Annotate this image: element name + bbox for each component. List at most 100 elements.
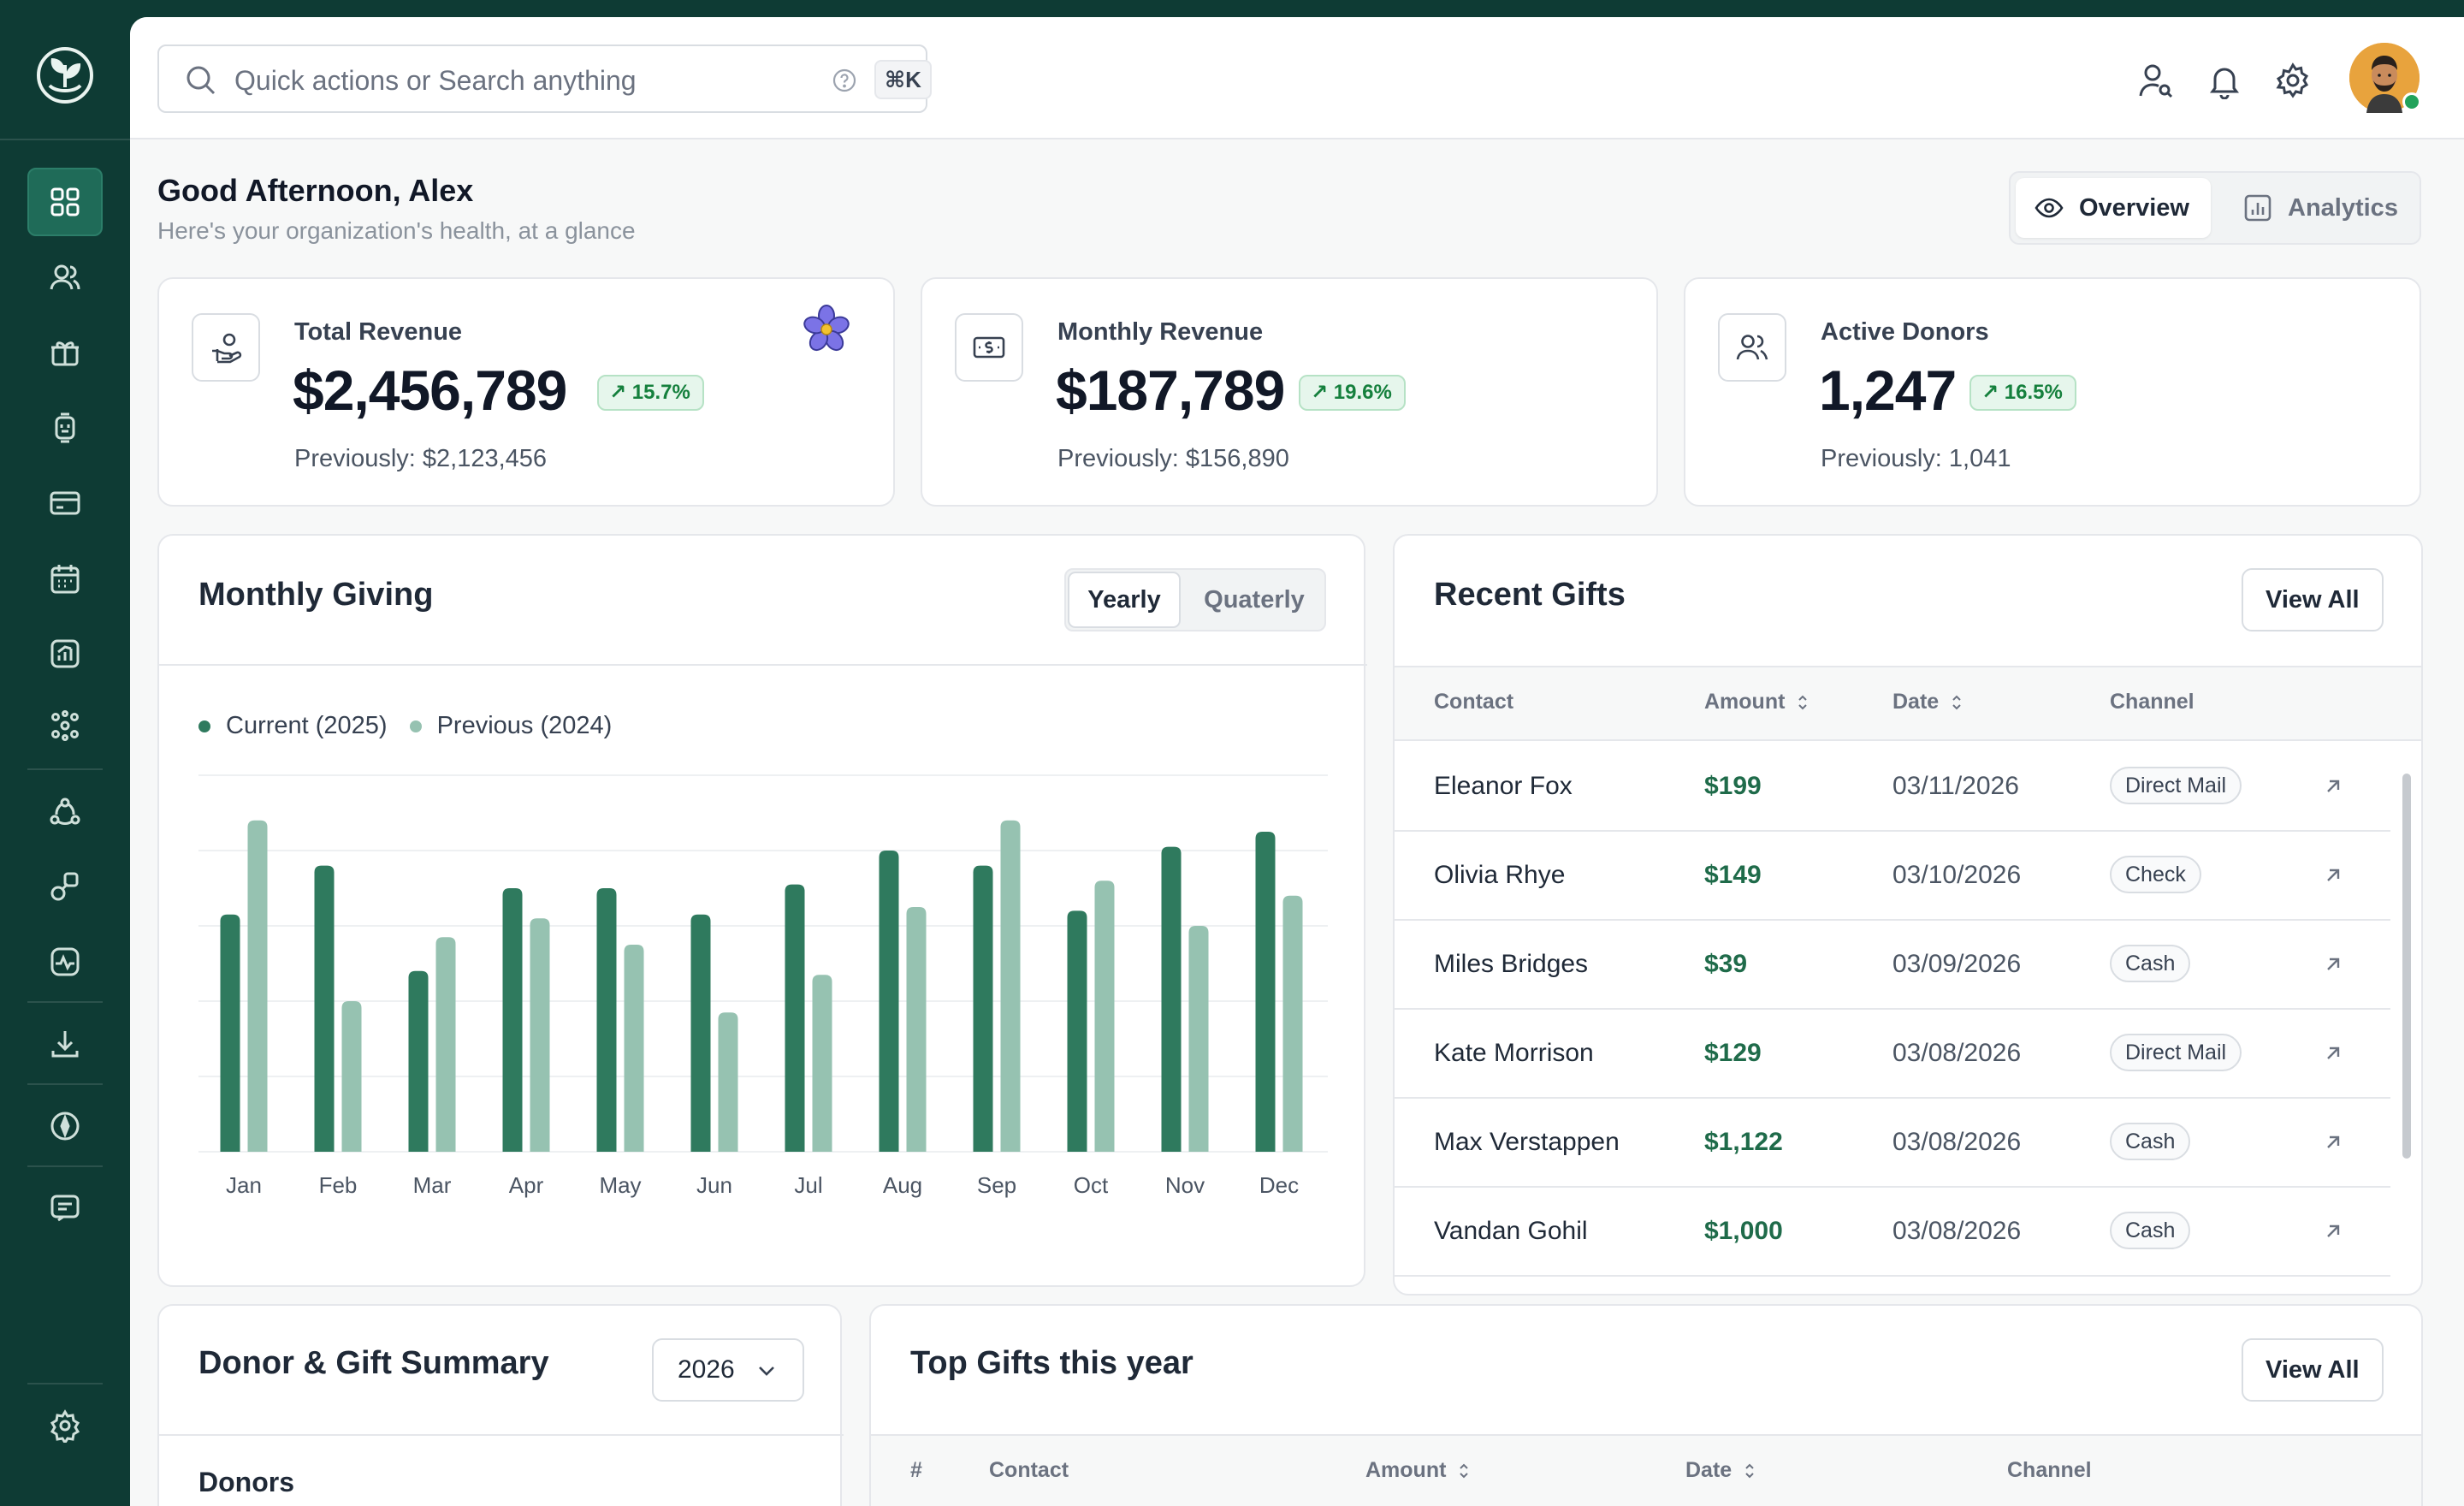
column-header-label: Amount	[1365, 1458, 1447, 1482]
calendar-icon[interactable]	[27, 544, 103, 613]
logo-icon[interactable]	[34, 44, 96, 106]
kpi-previous: Previously: $156,890	[1057, 445, 1289, 472]
open-external-icon[interactable]	[2320, 863, 2346, 888]
table-row[interactable]: Max Verstappen $1,122 03/08/2026 Cash	[1395, 1099, 2390, 1188]
gift-contact[interactable]: Kate Morrison	[1434, 1039, 1594, 1067]
help-icon[interactable]	[832, 68, 857, 93]
bar-previous-jun[interactable]	[718, 1012, 738, 1152]
user-search-icon[interactable]	[2137, 62, 2175, 99]
bar-current-dec[interactable]	[1255, 832, 1276, 1152]
bar-current-feb[interactable]	[314, 865, 335, 1152]
bar-current-mar[interactable]	[408, 970, 429, 1152]
column-header-label: Amount	[1704, 690, 1786, 714]
notification-bell-icon[interactable]	[2206, 62, 2243, 99]
gift-amount: $149	[1704, 861, 1762, 889]
table-row[interactable]: Kate Morrison $129 03/08/2026 Direct Mail	[1395, 1010, 2390, 1099]
column-header-contact[interactable]: Contact	[989, 1458, 1069, 1482]
bar-previous-mar[interactable]	[435, 937, 456, 1152]
view-all-button[interactable]: View All	[2242, 1338, 2384, 1402]
sidebar-divider	[27, 768, 103, 770]
community-icon[interactable]	[27, 777, 103, 845]
network-icon[interactable]	[27, 691, 103, 760]
avatar[interactable]	[2349, 43, 2421, 113]
bar-current-oct[interactable]	[1067, 910, 1087, 1152]
bar-previous-may[interactable]	[624, 945, 644, 1152]
kpi-label: Total Revenue	[294, 318, 463, 346]
search-input[interactable]: Quick actions or Search anything ⌘K	[157, 44, 932, 113]
bar-current-may[interactable]	[596, 888, 617, 1152]
column-header-label: Date	[1892, 690, 1940, 714]
open-external-icon[interactable]	[2320, 774, 2346, 799]
activity-icon[interactable]	[27, 928, 103, 996]
contacts-icon[interactable]	[27, 243, 103, 311]
campaign-icon[interactable]	[27, 394, 103, 462]
bar-previous-aug[interactable]	[906, 907, 927, 1152]
sort-icon	[1952, 695, 1961, 709]
column-header-amount[interactable]: Amount	[1704, 690, 1812, 714]
settings-icon[interactable]	[27, 1391, 103, 1460]
open-external-icon[interactable]	[2320, 1041, 2346, 1066]
bar-current-apr[interactable]	[502, 888, 523, 1152]
column-header-channel[interactable]: Channel	[2007, 1458, 2092, 1482]
toggle-quarterly[interactable]: Quaterly	[1204, 586, 1305, 614]
bar-previous-apr[interactable]	[530, 918, 550, 1152]
reports-icon[interactable]	[27, 620, 103, 688]
view-all-button[interactable]: View All	[2242, 568, 2384, 631]
bar-previous-jan[interactable]	[247, 820, 268, 1152]
bar-current-aug[interactable]	[879, 851, 899, 1152]
integrations-icon[interactable]	[27, 852, 103, 921]
gift-contact[interactable]: Miles Bridges	[1434, 950, 1589, 978]
gift-contact[interactable]: Olivia Rhye	[1434, 861, 1566, 889]
toggle-yearly[interactable]: Yearly	[1068, 572, 1181, 628]
card-icon[interactable]	[27, 469, 103, 537]
donation-hand-icon	[192, 313, 260, 382]
chart-legend: Current (2025) Previous (2024)	[198, 712, 634, 740]
column-header-date[interactable]: Date	[1892, 690, 1966, 714]
gift-contact[interactable]: Max Verstappen	[1434, 1128, 1620, 1156]
messages-icon[interactable]	[27, 1174, 103, 1242]
year-select[interactable]: 2026	[652, 1338, 804, 1402]
table-row[interactable]: Vandan Gohil $1,000 03/08/2026 Cash	[1395, 1188, 2390, 1277]
sort-icon	[1745, 1463, 1754, 1478]
table-row[interactable]: Olivia Rhye $149 03/10/2026 Check	[1395, 832, 2390, 921]
gift-amount: $1,122	[1704, 1128, 1783, 1156]
tab-analytics[interactable]: Analytics	[2224, 178, 2413, 238]
column-header-contact[interactable]: Contact	[1434, 690, 1514, 714]
dashboard-icon[interactable]	[27, 168, 103, 236]
x-tick-label: Mar	[413, 1172, 452, 1198]
bar-previous-dec[interactable]	[1282, 895, 1303, 1152]
open-external-icon[interactable]	[2320, 1218, 2346, 1244]
bar-previous-oct[interactable]	[1094, 880, 1115, 1152]
bar-current-jun[interactable]	[690, 914, 711, 1152]
kpi-change-badge: ↗ 15.7%	[597, 375, 704, 411]
compass-icon[interactable]	[27, 1092, 103, 1160]
table-row[interactable]: Eleanor Fox $199 03/11/2026 Direct Mail	[1395, 743, 2390, 832]
analytics-chart-icon	[2244, 194, 2272, 222]
channel-badge: Check	[2110, 856, 2201, 893]
table-row[interactable]: Miles Bridges $39 03/09/2026 Cash	[1395, 921, 2390, 1010]
gift-icon[interactable]	[27, 318, 103, 387]
column-header-channel[interactable]: Channel	[2110, 690, 2194, 714]
bar-current-jan[interactable]	[220, 914, 240, 1152]
bar-current-jul[interactable]	[785, 884, 805, 1152]
column-header-amount[interactable]: Amount	[1365, 1458, 1473, 1483]
open-external-icon[interactable]	[2320, 952, 2346, 977]
open-external-icon[interactable]	[2320, 1130, 2346, 1155]
legend-dot	[198, 720, 210, 732]
gift-contact[interactable]: Vandan Gohil	[1434, 1217, 1588, 1245]
download-icon[interactable]	[27, 1010, 103, 1078]
column-header-date[interactable]: Date	[1685, 1458, 1759, 1483]
bar-previous-sep[interactable]	[1000, 820, 1021, 1152]
bar-current-nov[interactable]	[1161, 846, 1182, 1152]
bar-current-sep[interactable]	[973, 865, 993, 1152]
bar-previous-nov[interactable]	[1188, 926, 1209, 1152]
tab-overview[interactable]: Overview	[2016, 178, 2211, 238]
gift-contact[interactable]: Eleanor Fox	[1434, 772, 1573, 800]
bar-previous-feb[interactable]	[341, 1001, 362, 1152]
settings-gear-icon[interactable]	[2274, 62, 2312, 99]
kpi-change-badge: ↗ 19.6%	[1299, 375, 1406, 411]
bar-previous-jul[interactable]	[812, 975, 832, 1152]
divider	[159, 1434, 844, 1436]
kpi-change-badge: ↗ 16.5%	[1969, 375, 2076, 411]
scrollbar[interactable]	[2402, 774, 2411, 1159]
